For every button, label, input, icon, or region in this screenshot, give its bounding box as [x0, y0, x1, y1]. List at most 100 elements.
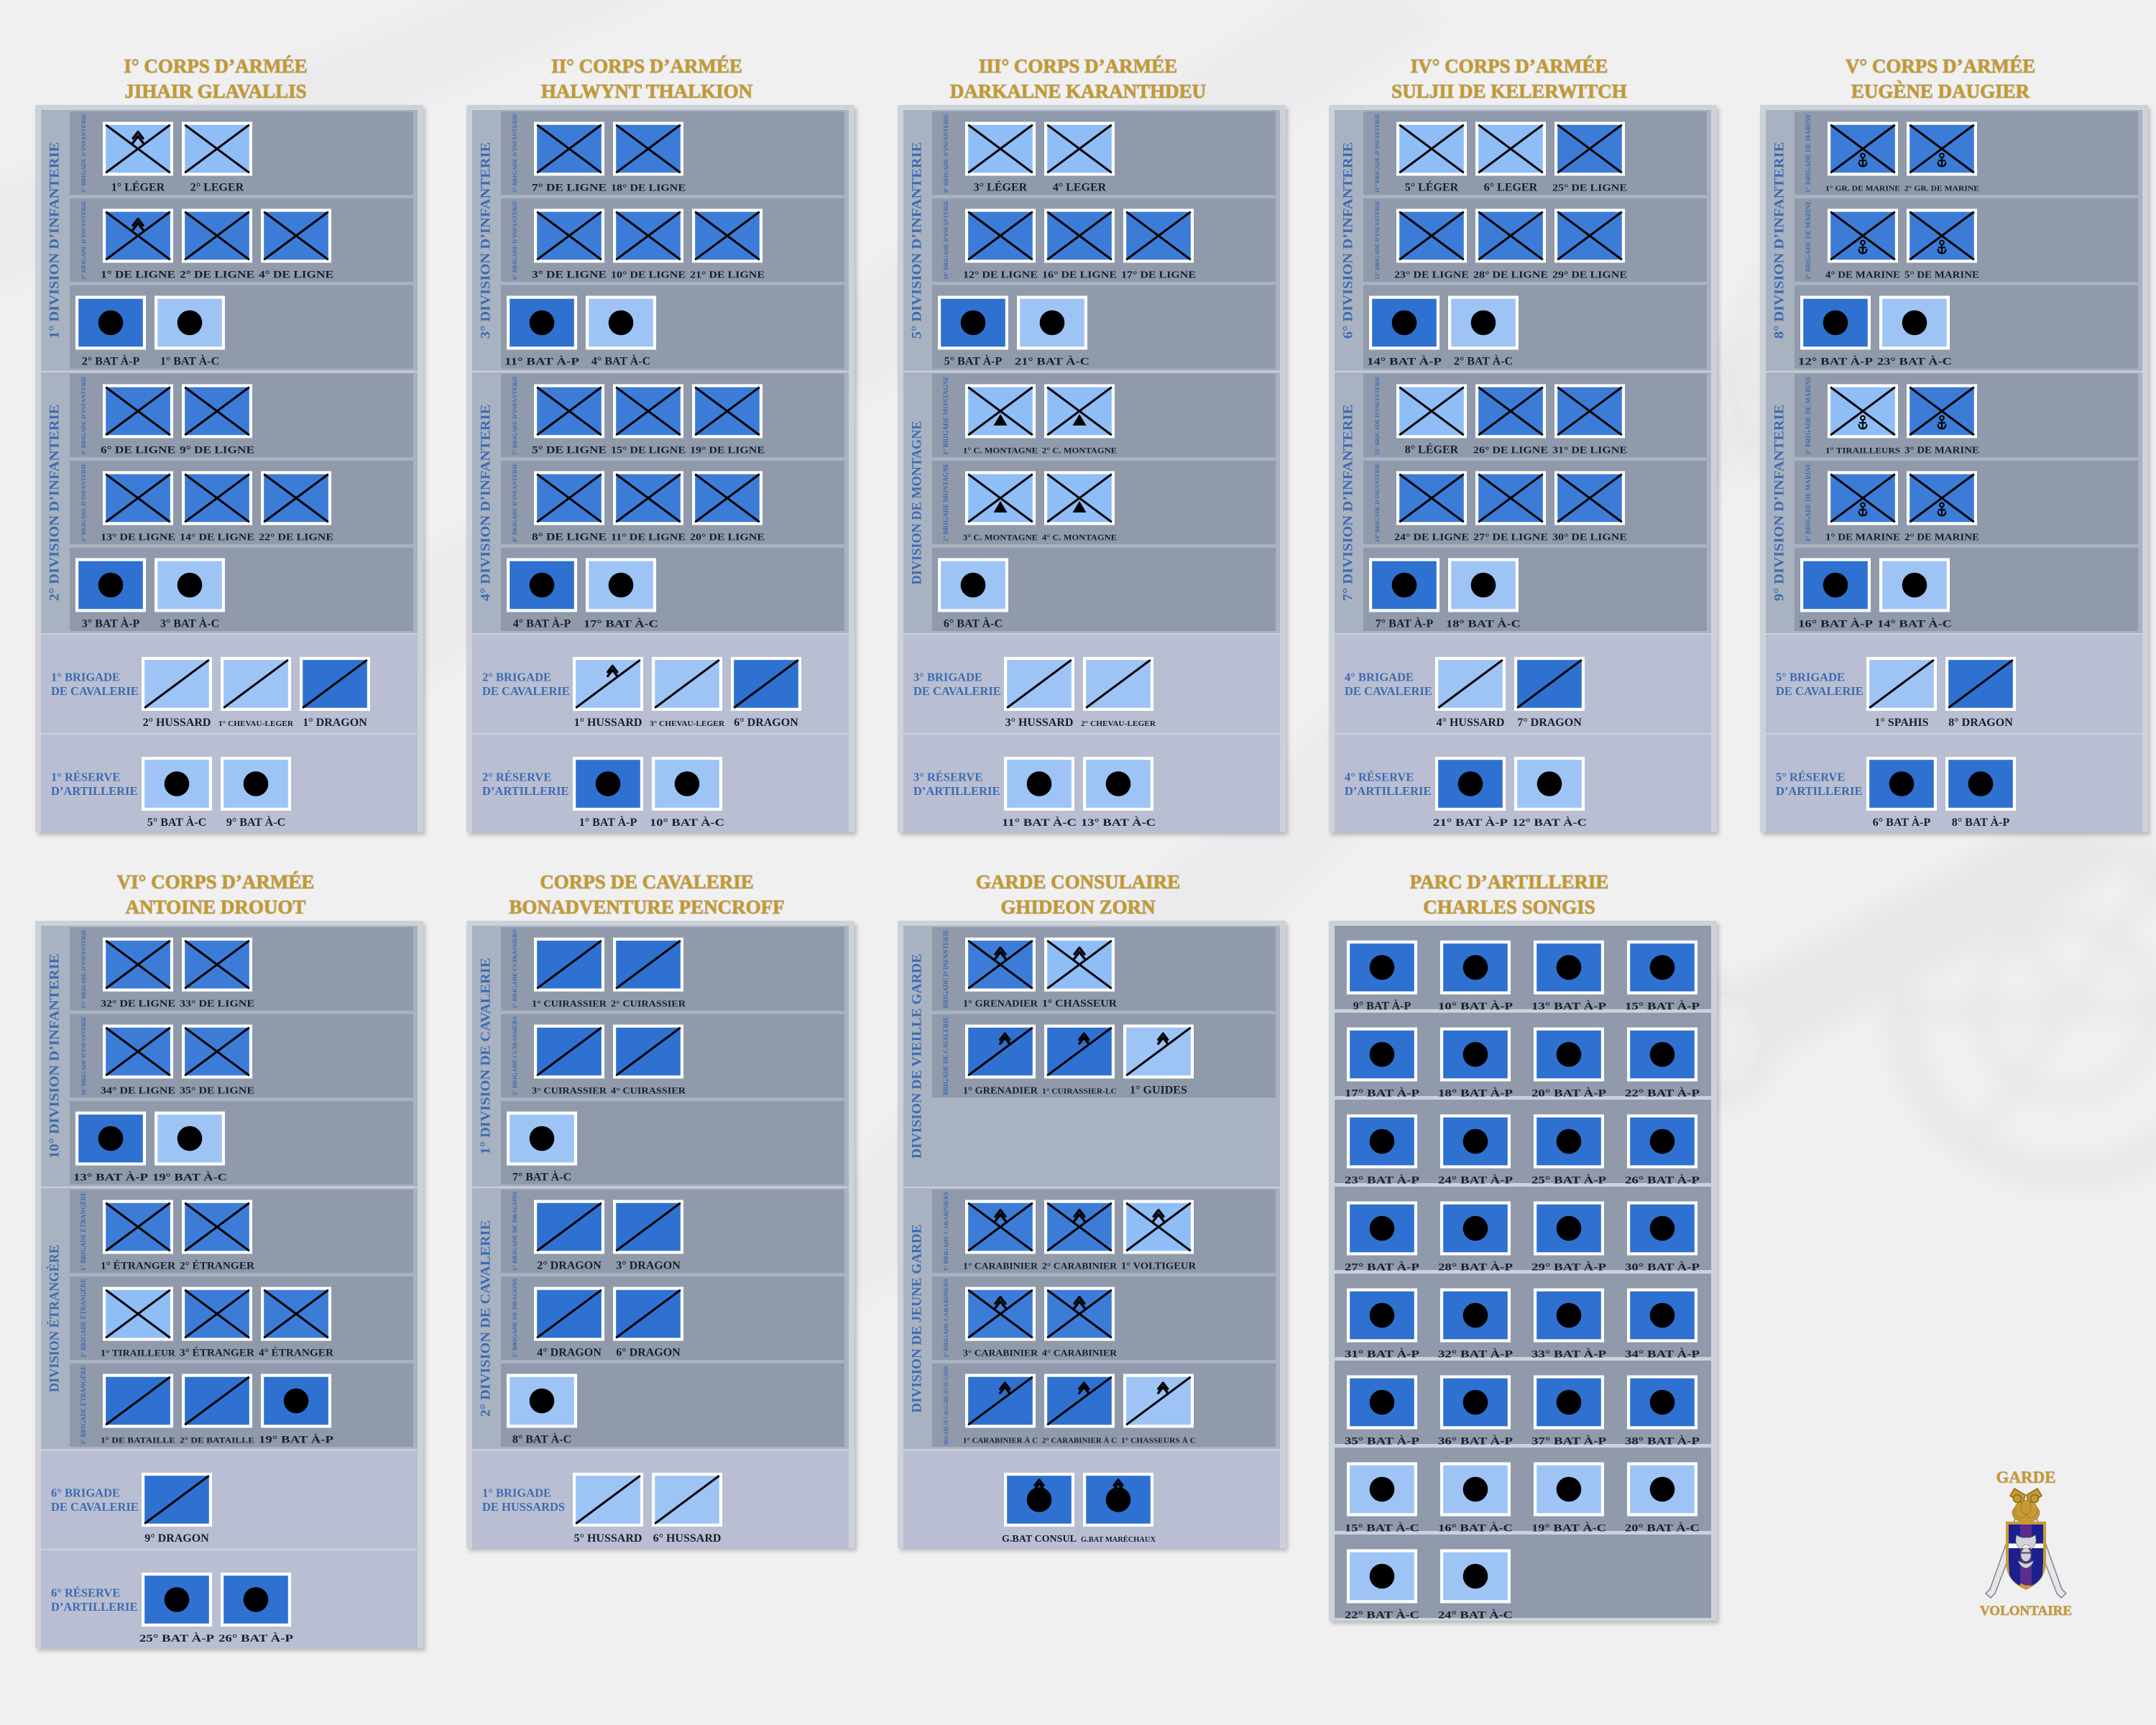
svg-text:17° BAT À-P: 17° BAT À-P	[1345, 1087, 1419, 1100]
svg-text:1° DE LIGNE: 1° DE LIGNE	[101, 270, 175, 281]
svg-text:34° DE LIGNE: 34° DE LIGNE	[101, 1085, 175, 1096]
svg-text:14° BAT À-P: 14° BAT À-P	[1367, 356, 1442, 368]
svg-text:24° DE LIGNE: 24° DE LIGNE	[1394, 532, 1469, 543]
svg-text:1° BRIGADE CARABINIERS: 1° BRIGADE CARABINIERS	[942, 1192, 949, 1271]
svg-text:31° DE LIGNE: 31° DE LIGNE	[1552, 445, 1627, 456]
svg-text:4° DE LIGNE: 4° DE LIGNE	[259, 270, 333, 281]
svg-text:9° DE LIGNE: 9° DE LIGNE	[180, 445, 254, 456]
svg-text:35° BAT À-P: 35° BAT À-P	[1345, 1435, 1419, 1448]
svg-text:1° BRIGADE D’INFANTERIE: 1° BRIGADE D’INFANTERIE	[80, 114, 87, 193]
svg-text:2° BRIGADE DE DRAGONS: 2° BRIGADE DE DRAGONS	[511, 1279, 518, 1358]
svg-text:15° BAT À-C: 15° BAT À-C	[1345, 1522, 1419, 1535]
svg-text:D’ARTILLERIE: D’ARTILLERIE	[51, 1600, 137, 1614]
svg-text:9° DIVISION D’INFANTERIE: 9° DIVISION D’INFANTERIE	[1772, 405, 1787, 602]
svg-text:11° DE LIGNE: 11° DE LIGNE	[611, 532, 686, 543]
svg-text:12° BAT À-C: 12° BAT À-C	[1512, 816, 1587, 829]
svg-text:5° BRIGADE D’INFANTERIE: 5° BRIGADE D’INFANTERIE	[511, 114, 518, 193]
svg-text:JIHAIR GLAVALLIS: JIHAIR GLAVALLIS	[124, 80, 306, 102]
svg-text:DE CAVALERIE: DE CAVALERIE	[482, 684, 570, 698]
svg-text:1° GUIDES: 1° GUIDES	[1130, 1085, 1187, 1097]
svg-text:3° BRIGADE D’INFANTERIE: 3° BRIGADE D’INFANTERIE	[80, 376, 87, 455]
svg-text:10° BAT À-P: 10° BAT À-P	[1438, 1000, 1513, 1013]
svg-text:12° BRIGADE D’INFANTERIE: 12° BRIGADE D’INFANTERIE	[1373, 201, 1381, 280]
svg-text:1° CARABINIER: 1° CARABINIER	[963, 1261, 1038, 1271]
svg-text:DARKALNE KARANTHDEU: DARKALNE KARANTHDEU	[950, 80, 1206, 102]
svg-text:6° DIVISION D’INFANTERIE: 6° DIVISION D’INFANTERIE	[1340, 142, 1355, 339]
svg-text:8° BRIGADE D’INFANTERIE: 8° BRIGADE D’INFANTERIE	[511, 463, 518, 542]
svg-text:1° DE MARINE: 1° DE MARINE	[1825, 532, 1900, 543]
svg-text:5° BAT À-C: 5° BAT À-C	[147, 815, 206, 829]
svg-text:1° CUIRASSIER-LC: 1° CUIRASSIER-LC	[1042, 1088, 1117, 1096]
svg-text:34° BAT À-P: 34° BAT À-P	[1625, 1348, 1700, 1361]
svg-text:2° BRIGADE: 2° BRIGADE	[482, 671, 551, 684]
svg-text:8° BAT À-P: 8° BAT À-P	[1952, 815, 2010, 829]
svg-text:1° RÉSERVE: 1° RÉSERVE	[51, 770, 120, 784]
svg-text:SULJII DE KELERWITCH: SULJII DE KELERWITCH	[1391, 80, 1627, 102]
svg-text:38° BAT À-P: 38° BAT À-P	[1625, 1435, 1700, 1448]
svg-text:1° BRIGADE DE DRAGONS: 1° BRIGADE DE DRAGONS	[511, 1192, 518, 1271]
svg-text:D’ARTILLERIE: D’ARTILLERIE	[1345, 784, 1431, 798]
svg-text:EUGÈNE DAUGIER: EUGÈNE DAUGIER	[1851, 80, 2030, 102]
svg-text:4° LEGER: 4° LEGER	[1053, 182, 1107, 194]
svg-text:DE CAVALERIE: DE CAVALERIE	[51, 1500, 139, 1514]
svg-text:2° LEGER: 2° LEGER	[190, 182, 244, 194]
svg-text:1° HUSSARD: 1° HUSSARD	[574, 717, 642, 729]
svg-text:4° BRIGADE: 4° BRIGADE	[1345, 671, 1414, 684]
svg-text:2° CARABINIER: 2° CARABINIER	[1042, 1261, 1118, 1271]
svg-text:4° CARABINIER: 4° CARABINIER	[1042, 1348, 1118, 1358]
svg-text:23° DE LIGNE: 23° DE LIGNE	[1394, 270, 1469, 280]
svg-text:6° DE LIGNE: 6° DE LIGNE	[101, 445, 175, 456]
svg-text:7° BAT À-C: 7° BAT À-C	[512, 1170, 571, 1184]
svg-text:13° BRIGADE D’INFANTERIE: 13° BRIGADE D’INFANTERIE	[1373, 376, 1381, 455]
svg-text:9° BRIGADE D’INFANTERIE: 9° BRIGADE D’INFANTERIE	[942, 114, 949, 193]
svg-text:G.BAT MARÉCHAUX: G.BAT MARÉCHAUX	[1081, 1535, 1156, 1544]
svg-text:10° DIVISION D’INFANTERIE: 10° DIVISION D’INFANTERIE	[47, 954, 62, 1159]
svg-text:3° LÉGER: 3° LÉGER	[974, 180, 1028, 194]
svg-text:1° BRIGADE: 1° BRIGADE	[482, 1486, 551, 1500]
svg-text:2° GR. DE MARINE: 2° GR. DE MARINE	[1904, 185, 1979, 193]
svg-text:21° BAT À-P: 21° BAT À-P	[1433, 816, 1508, 829]
svg-text:3° C. MONTAGNE: 3° C. MONTAGNE	[963, 533, 1038, 543]
svg-text:28° DE LIGNE: 28° DE LIGNE	[1473, 270, 1548, 280]
svg-text:CORPS DE CAVALERIE: CORPS DE CAVALERIE	[540, 871, 754, 893]
svg-text:DIVISION DE VIEILLE GARDE: DIVISION DE VIEILLE GARDE	[909, 954, 924, 1159]
svg-text:6° BRIGADE: 6° BRIGADE	[51, 1486, 120, 1500]
svg-text:1° CARABINIER À C: 1° CARABINIER À C	[963, 1437, 1038, 1445]
svg-text:21° BAT À-C: 21° BAT À-C	[1015, 356, 1089, 368]
svg-text:7° DE LIGNE: 7° DE LIGNE	[532, 183, 607, 194]
svg-text:6° HUSSARD: 6° HUSSARD	[653, 1532, 722, 1545]
svg-text:14° BRIGADE D’INFANTERIE: 14° BRIGADE D’INFANTERIE	[1373, 463, 1381, 542]
svg-text:VOLONTAIRE: VOLONTAIRE	[1980, 1604, 2072, 1619]
svg-text:9° BAT À-C: 9° BAT À-C	[226, 815, 285, 829]
svg-text:30° BAT À-P: 30° BAT À-P	[1625, 1261, 1700, 1274]
svg-text:1° TIRAILLEURS: 1° TIRAILLEURS	[1825, 446, 1900, 456]
svg-text:6° DRAGON: 6° DRAGON	[734, 717, 798, 729]
svg-text:5° RÉSERVE: 5° RÉSERVE	[1776, 770, 1845, 784]
svg-text:3° DIVISION D’INFANTERIE: 3° DIVISION D’INFANTERIE	[478, 142, 493, 339]
svg-text:DE CAVALERIE: DE CAVALERIE	[1345, 684, 1432, 698]
svg-text:D’ARTILLERIE: D’ARTILLERIE	[1776, 784, 1862, 798]
svg-text:BRIGADE D’INFANTERIE: BRIGADE D’INFANTERIE	[942, 929, 949, 1008]
svg-text:13° BAT À-C: 13° BAT À-C	[1081, 816, 1156, 829]
svg-text:3° RÉSERVE: 3° RÉSERVE	[913, 770, 982, 784]
svg-text:21° DE LIGNE: 21° DE LIGNE	[690, 270, 765, 280]
svg-text:4° BAT À-P: 4° BAT À-P	[513, 617, 571, 630]
svg-text:3° HUSSARD: 3° HUSSARD	[1005, 717, 1074, 729]
svg-text:7° DRAGON: 7° DRAGON	[1517, 717, 1582, 729]
svg-text:29° DE LIGNE: 29° DE LIGNE	[1552, 270, 1627, 280]
svg-text:1° BRIGADE: 1° BRIGADE	[51, 671, 120, 684]
svg-text:2° CHEVAU-LEGER: 2° CHEVAU-LEGER	[1081, 719, 1156, 728]
svg-text:23° BAT À-C: 23° BAT À-C	[1877, 356, 1952, 368]
svg-text:1° SPAHIS: 1° SPAHIS	[1874, 717, 1928, 729]
svg-text:ANTOINE DROUOT: ANTOINE DROUOT	[126, 896, 306, 918]
svg-text:8° DRAGON: 8° DRAGON	[1948, 717, 2013, 729]
svg-text:1° BAT À-C: 1° BAT À-C	[160, 354, 219, 368]
svg-text:2° CUIRASSIER: 2° CUIRASSIER	[611, 999, 686, 1009]
svg-text:DE CAVALERIE: DE CAVALERIE	[913, 684, 1001, 698]
svg-text:17° DE LIGNE: 17° DE LIGNE	[1121, 270, 1196, 280]
svg-text:GHIDEON ZORN: GHIDEON ZORN	[1000, 896, 1156, 918]
svg-text:2° CARABINIER À C: 2° CARABINIER À C	[1042, 1437, 1117, 1445]
svg-text:12° DE LIGNE: 12° DE LIGNE	[963, 270, 1038, 280]
svg-text:19° BAT À-P: 19° BAT À-P	[259, 1434, 333, 1446]
svg-text:GARDE CONSULAIRE: GARDE CONSULAIRE	[976, 871, 1180, 893]
